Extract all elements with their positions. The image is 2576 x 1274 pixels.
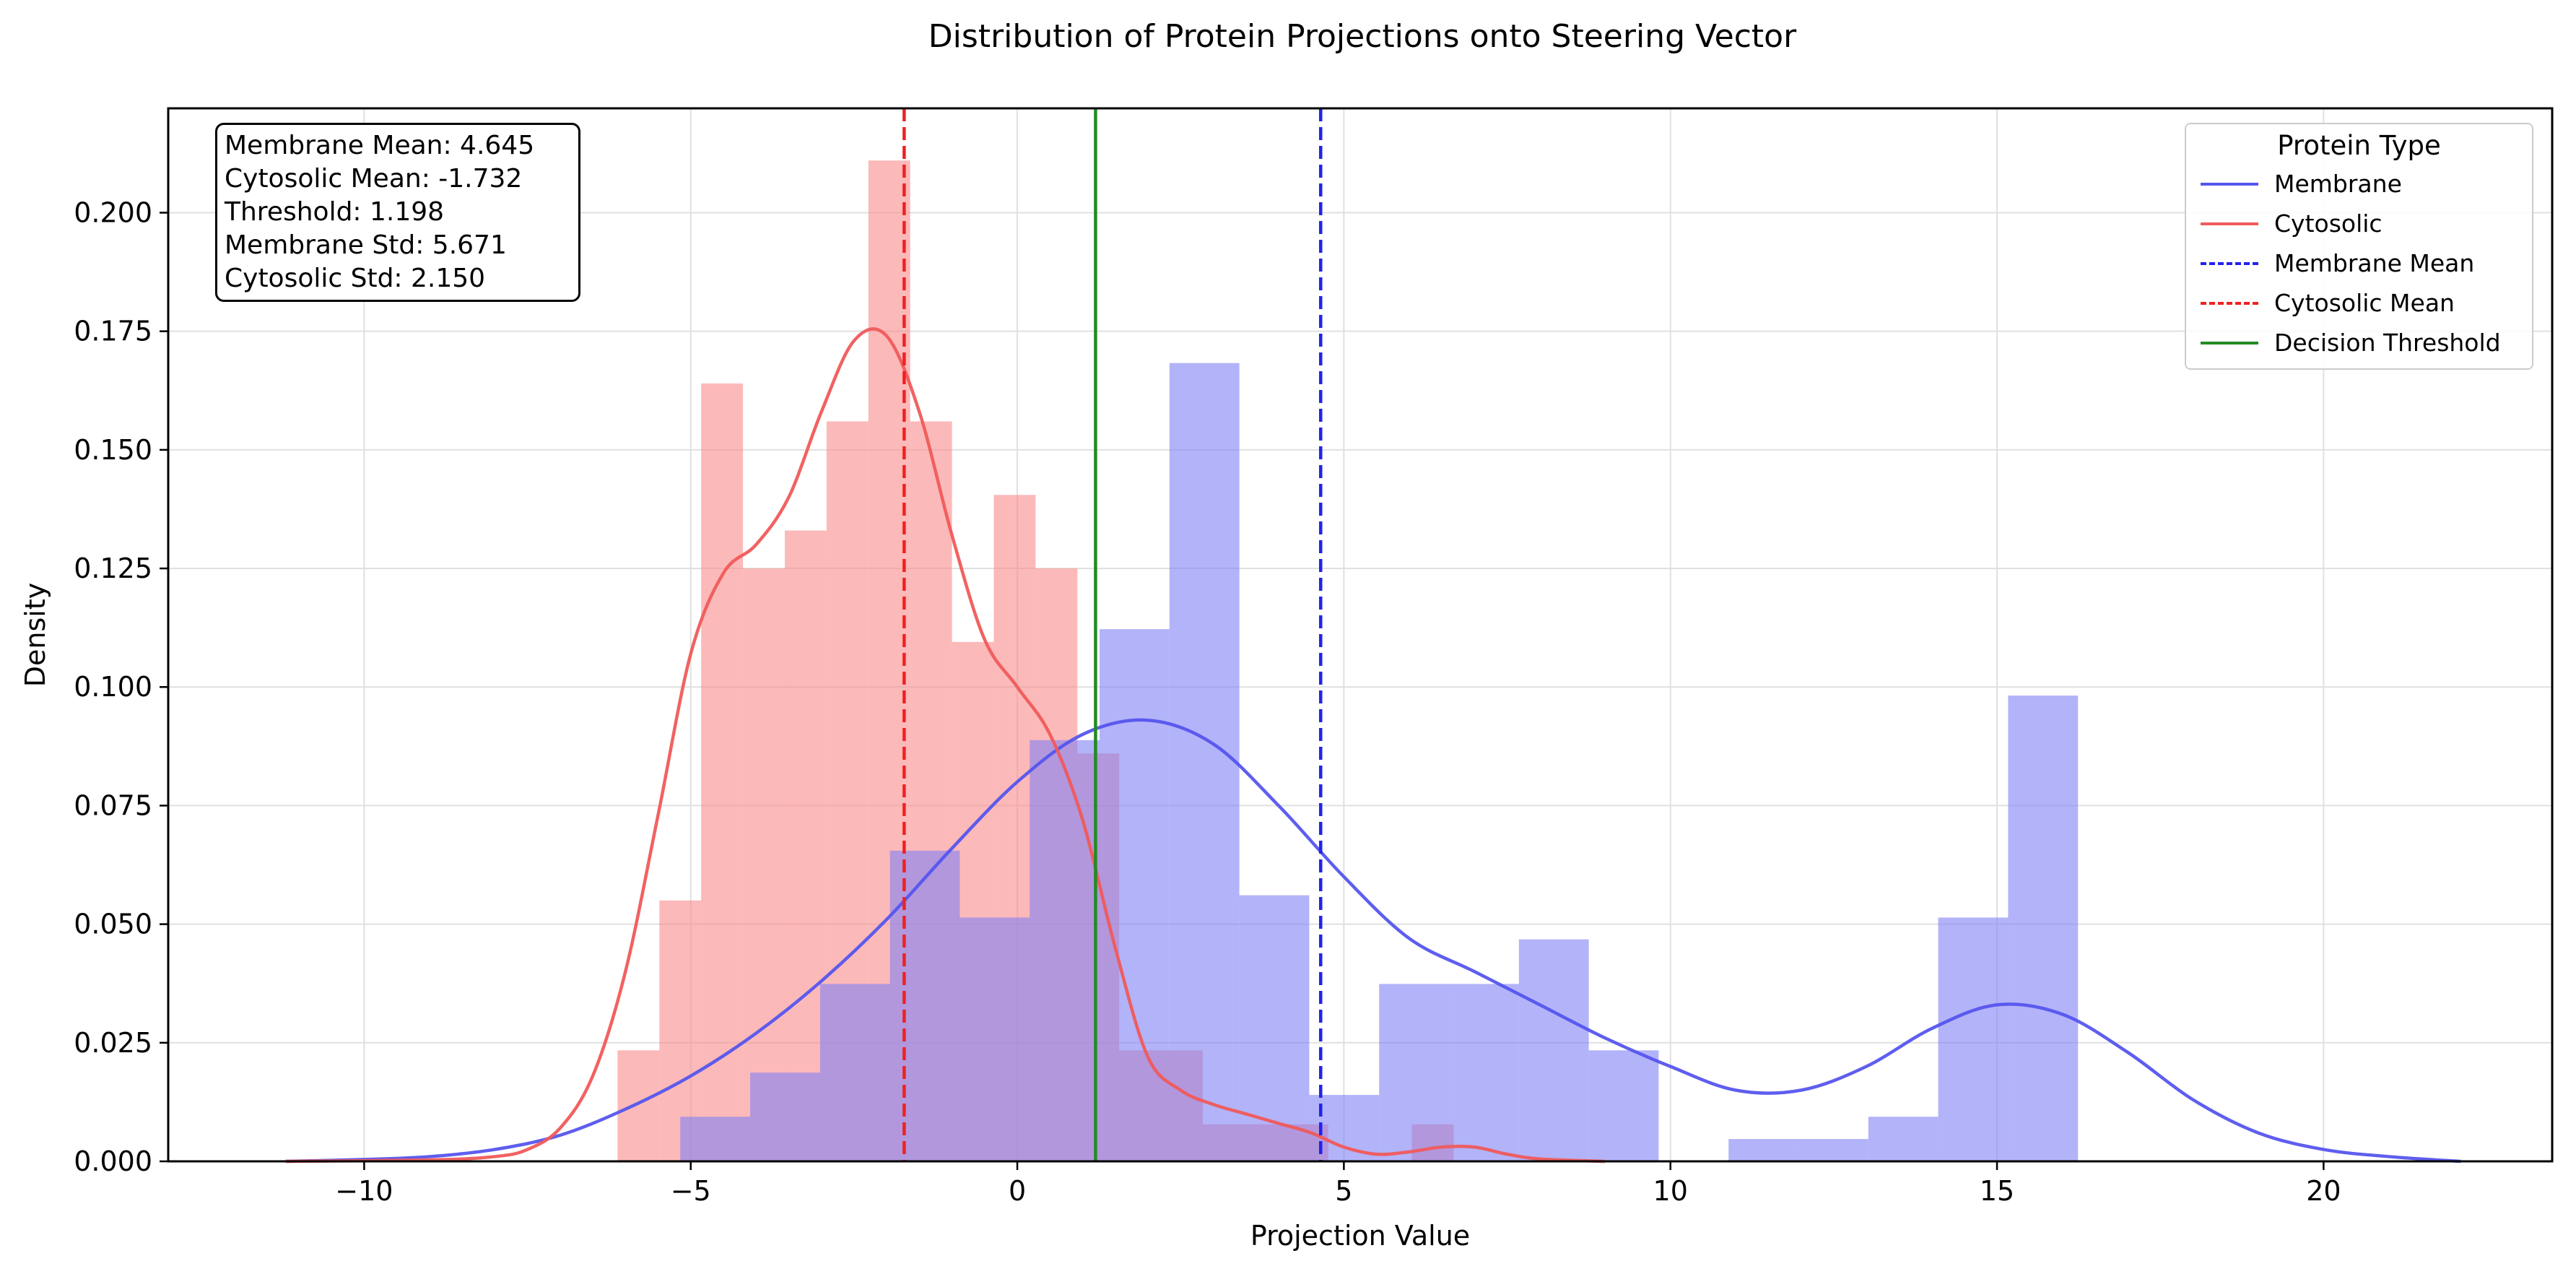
stat-membrane-mean: Membrane Mean: 4.645 [225,131,535,160]
cytosolic-kde-line [285,327,1606,1164]
legend-label: Membrane Mean [2274,249,2475,277]
membrane-histogram-bar [819,984,890,1161]
x-tick-label: 15 [1980,1175,2014,1207]
stat-cytosolic-std: Cytosolic Std: 2.150 [225,264,486,293]
legend-label: Decision Threshold [2274,329,2501,357]
membrane-histogram-bar [1938,917,2009,1161]
stats-annotation-box: Membrane Mean: 4.645 Cytosolic Mean: -1.… [215,123,580,302]
y-tick-label: 0.000 [74,1145,152,1177]
legend-title: Protein Type [2277,130,2441,161]
membrane-histogram-bar [1518,939,1589,1161]
membrane-histogram-bar [1100,629,1170,1161]
membrane-histogram-bar [1379,984,1450,1161]
y-tick-label: 0.025 [74,1027,152,1059]
legend-swatch [2201,222,2258,225]
membrane-histogram-bar [1868,1117,1938,1161]
kde-layer [285,327,2461,1164]
stat-threshold: Threshold: 1.198 [225,197,445,227]
cytosolic-histogram-bar [784,530,827,1161]
x-tick-label: 0 [1009,1175,1026,1207]
y-tick-label: 0.050 [74,909,152,940]
y-tick-label: 0.100 [74,671,152,703]
x-tick-label: 10 [1653,1175,1688,1207]
legend-swatch [2201,342,2258,344]
membrane-histogram-bar [750,1072,820,1161]
membrane-histogram-bar [1588,1050,1659,1161]
legend-item-cytosolic: Cytosolic [2201,206,2533,242]
membrane-histogram-bar [1169,363,1240,1162]
chart-title: Distribution of Protein Projections onto… [928,18,1797,55]
legend-label: Cytosolic Mean [2274,289,2455,317]
x-tick-label: 5 [1335,1175,1352,1207]
membrane-histogram-bar [960,917,1030,1161]
membrane-kde-line [285,718,2461,1164]
membrane-histogram-bar [680,1117,751,1161]
y-tick-label: 0.125 [74,552,152,584]
cytosolic-histogram-bar [617,1050,660,1161]
legend-item-decision-threshold: Decision Threshold [2201,325,2533,361]
x-tick-label: −10 [335,1175,393,1207]
legend-item-membrane: Membrane [2201,166,2533,202]
legend-label: Cytosolic [2274,209,2383,238]
vertical-lines [902,108,1323,1161]
membrane-histogram-bar [1030,740,1100,1161]
y-tick-label: 0.150 [74,434,152,466]
histogram-layer [617,160,2079,1162]
membrane-histogram-bar [1728,1139,1799,1161]
cytosolic-histogram-bar [743,568,785,1161]
membrane-histogram-bar [1449,984,1519,1161]
x-tick-label: 20 [2306,1175,2341,1207]
legend: Protein Type Membrane Cytosolic Membrane… [2185,123,2533,370]
cytosolic-histogram-bar [701,383,744,1161]
legend-item-membrane-mean: Membrane Mean [2201,246,2533,282]
membrane-histogram-bar [2008,696,2079,1161]
membrane-histogram-bar [889,850,960,1161]
plot-frame [167,107,2554,1163]
legend-swatch [2201,302,2258,305]
y-tick-label: 0.175 [74,316,152,347]
stat-membrane-std: Membrane Std: 5.671 [225,230,507,260]
y-axis-label: Density [19,583,51,687]
y-tick-label: 0.075 [74,789,152,821]
legend-label: Membrane [2274,170,2402,198]
x-tick-label: −5 [671,1175,711,1207]
x-axis-label: Projection Value [1250,1220,1470,1252]
legend-item-cytosolic-mean: Cytosolic Mean [2201,285,2533,321]
stat-cytosolic-mean: Cytosolic Mean: -1.732 [225,164,523,194]
y-tick-label: 0.200 [74,196,152,228]
membrane-histogram-bar [1798,1139,1868,1161]
legend-swatch [2201,183,2258,186]
y-axis-ticks: 0.000 0.025 0.050 0.075 0.100 0.125 0.150 0.175… [74,196,168,1177]
legend-swatch [2201,262,2258,265]
x-axis-ticks: −10 −5 0 5 10 15 20 [335,1161,2341,1207]
